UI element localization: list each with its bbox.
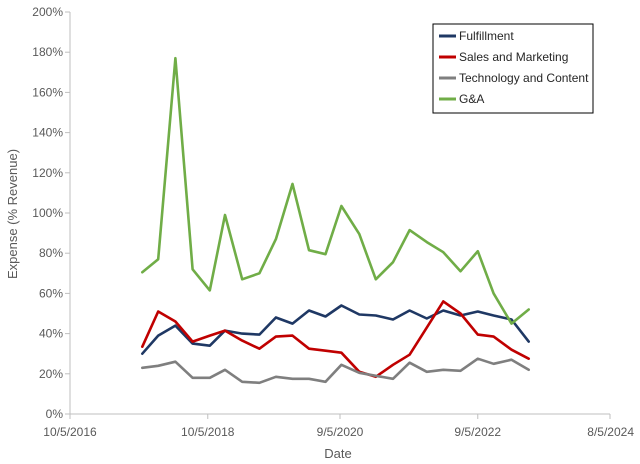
y-tick-label: 180% bbox=[32, 45, 63, 59]
series-line-fulfillment bbox=[141, 304, 531, 356]
y-tick-label: 60% bbox=[39, 286, 63, 300]
series-line-g-a bbox=[141, 56, 531, 325]
y-tick-label: 120% bbox=[32, 166, 63, 180]
y-axis-label: Expense (% Revenue) bbox=[5, 149, 20, 279]
legend-label-fulfillment: Fulfillment bbox=[459, 29, 514, 43]
axes bbox=[65, 11, 611, 419]
x-tick-labels: 10/5/2016 10/5/2018 9/5/2020 9/5/2022 8/5/20… bbox=[43, 425, 634, 439]
series-lines bbox=[141, 56, 531, 385]
y-tick-label: 40% bbox=[39, 327, 63, 341]
series-line-sales-and-marketing bbox=[141, 300, 531, 379]
legend-label-technology-and-content: Technology and Content bbox=[459, 71, 589, 85]
x-tick-label: 8/5/2024 bbox=[587, 425, 634, 439]
x-tick-label: 9/5/2020 bbox=[317, 425, 364, 439]
legend-label-sales-and-marketing: Sales and Marketing bbox=[459, 50, 568, 64]
y-tick-label: 0% bbox=[46, 407, 64, 421]
legend-box bbox=[432, 23, 594, 114]
y-tick-label: 20% bbox=[39, 367, 63, 381]
y-tick-labels: 0% 20% 40% 60% 80% 100% 120% 140% 160% 180% 200% bbox=[32, 5, 63, 421]
legend-label-g-a: G&A bbox=[459, 92, 484, 106]
y-tick-label: 200% bbox=[32, 5, 63, 19]
y-tick-label: 80% bbox=[39, 246, 63, 260]
series-line-technology-and-content bbox=[141, 357, 531, 385]
x-tick-label: 10/5/2018 bbox=[181, 425, 235, 439]
legend: Fulfillment Sales and Marketing Technology… bbox=[432, 23, 594, 114]
x-tick-label: 10/5/2016 bbox=[43, 425, 97, 439]
y-tick-label: 100% bbox=[32, 206, 63, 220]
y-tick-label: 140% bbox=[32, 126, 63, 140]
y-tick-label: 160% bbox=[32, 85, 63, 99]
x-tick-label: 9/5/2022 bbox=[454, 425, 501, 439]
x-axis-label: Date bbox=[324, 446, 351, 461]
